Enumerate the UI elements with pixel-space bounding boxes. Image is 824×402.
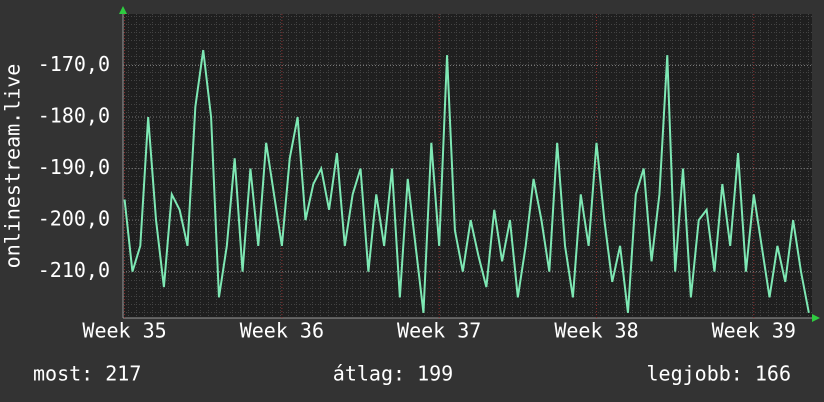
plot-area — [123, 14, 812, 318]
y-tick-label: -170,0 — [38, 52, 110, 76]
x-tick-label: Week 37 — [397, 319, 481, 343]
footer-average: átlag: 199 — [333, 362, 453, 386]
y-tick-label: -180,0 — [38, 104, 110, 128]
x-tick-label: Week 36 — [240, 319, 324, 343]
footer-best: legjobb: 166 — [647, 362, 792, 386]
y-tick-label: -200,0 — [38, 207, 110, 231]
x-arrow — [812, 314, 820, 322]
x-tick-label: Week 39 — [712, 319, 796, 343]
footer-now: most: 217 — [33, 362, 141, 386]
y-tick-label: -190,0 — [38, 155, 110, 179]
x-tick-label: Week 35 — [82, 319, 166, 343]
y-axis-label: onlinestream.live — [1, 64, 25, 269]
y-tick-label: -210,0 — [38, 258, 110, 282]
y-arrow — [119, 6, 127, 14]
data-line — [123, 49, 810, 314]
x-tick-label: Week 38 — [554, 319, 638, 343]
